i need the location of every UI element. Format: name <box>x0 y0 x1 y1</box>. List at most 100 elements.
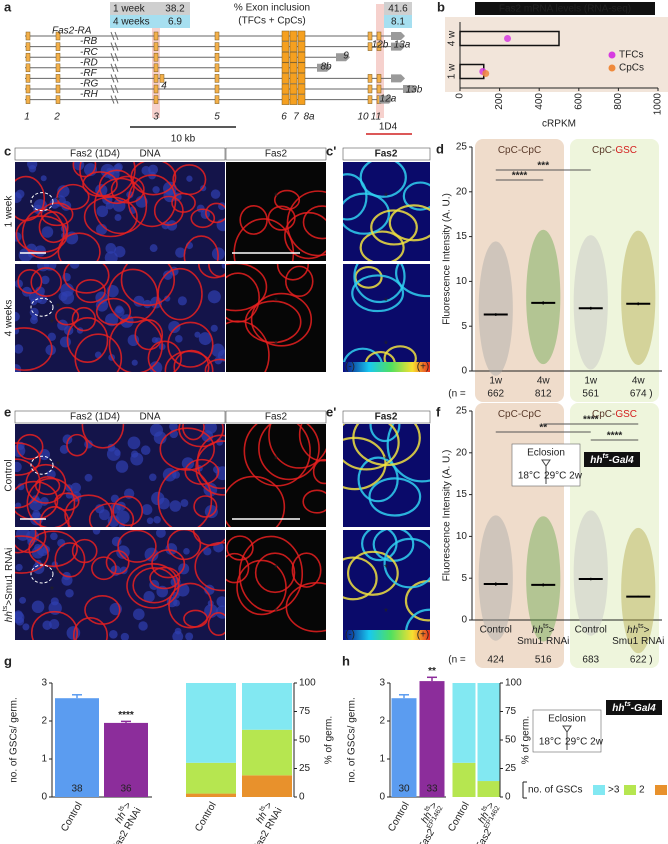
nucleus <box>141 165 151 176</box>
y-tick-label: 10 <box>456 276 468 287</box>
y-axis-title: % of germ. <box>324 716 335 764</box>
inclusion-value: 6.9 <box>168 17 182 28</box>
cell-outline <box>82 171 118 198</box>
micrograph <box>343 424 430 527</box>
cell-outline <box>204 358 225 372</box>
nucleus <box>221 264 225 269</box>
header-box <box>342 147 431 161</box>
cell-outline <box>190 208 216 229</box>
x-tick-label-part: > <box>644 625 650 636</box>
condition-label: 4 weeks <box>113 17 150 28</box>
panel-label: d <box>436 141 444 156</box>
header-box <box>342 410 431 424</box>
legend-swatch <box>624 785 636 795</box>
cell-outline <box>244 300 302 344</box>
cell-outline <box>192 530 225 547</box>
asterisk: * <box>274 607 278 618</box>
cell-outline <box>302 489 326 514</box>
cell-outline <box>39 506 70 527</box>
stain-label: DNA <box>139 149 160 160</box>
nucleus <box>130 450 139 458</box>
cell-outline <box>286 190 326 257</box>
break-mark <box>110 84 115 94</box>
group-label: CpC-CpC <box>498 145 541 156</box>
asterisk: * <box>274 191 278 202</box>
cell-outline <box>91 556 117 581</box>
y-tick-label: 0 <box>461 615 467 626</box>
exon-block <box>297 83 306 95</box>
x-tick-label: 600 <box>573 93 584 110</box>
cell-outline <box>120 264 176 307</box>
nucleus <box>127 436 141 450</box>
distribution-cloud <box>526 229 561 365</box>
exon-block <box>289 62 298 74</box>
inset-event: Eclosion <box>548 714 586 725</box>
exon <box>55 74 61 83</box>
niche-outline <box>30 455 54 475</box>
cell-outline <box>168 582 213 629</box>
x-tick-label: Control <box>193 800 219 833</box>
cell-outline <box>15 535 49 574</box>
nucleus <box>60 290 75 305</box>
cell-outline <box>171 192 196 213</box>
cell-outline <box>15 442 41 476</box>
panel-label: e' <box>326 404 336 419</box>
x-axis-title: cRPKM <box>542 119 576 130</box>
distribution-cloud <box>526 516 561 642</box>
driver-part: -Gal4 <box>631 703 656 714</box>
nucleus <box>114 214 122 221</box>
nucleus <box>132 608 145 621</box>
header-box <box>225 147 327 161</box>
x-tick-label-part: Smu1 RNAi <box>517 636 569 647</box>
cell-outline <box>196 434 225 490</box>
group-label-part: CpC-CpC <box>498 409 541 420</box>
isoform-label: -RH <box>80 89 99 100</box>
exon-block <box>289 30 298 42</box>
exon <box>153 74 159 83</box>
x-tick-label-part: hh <box>254 810 269 826</box>
cell-outline <box>268 424 326 469</box>
exon <box>214 42 220 51</box>
cell-outline <box>226 264 268 312</box>
data-point <box>504 35 512 42</box>
x-tick-label-part: Fas2 <box>473 827 494 844</box>
micrograph <box>15 530 225 640</box>
cell-outline <box>66 433 88 457</box>
nucleus <box>95 299 109 312</box>
inclusion-title: (TFCs + CpCs) <box>238 16 306 27</box>
micrograph <box>226 162 326 261</box>
nucleus <box>50 597 59 606</box>
nucleus <box>143 591 155 603</box>
x-tick-label: 1w <box>584 376 598 387</box>
n-label: (n = <box>448 389 466 400</box>
x-tick-label-part: ts <box>543 623 549 630</box>
y-tick-label: 1 <box>41 754 47 765</box>
nucleus <box>155 530 166 538</box>
exon <box>214 52 220 62</box>
asterisk: * <box>384 607 388 618</box>
inclusion-value: 41.6 <box>388 4 408 15</box>
cell-outline <box>198 264 225 279</box>
x-tick-label: Control <box>386 800 412 833</box>
exon-label: 4 <box>161 81 167 92</box>
y-tick-label: 4 w <box>447 30 458 46</box>
stain-label: Fas2 <box>265 412 288 423</box>
x-tick-label-part: > <box>262 800 275 811</box>
x-tick-label-part: Fas2 RNAi <box>251 806 285 844</box>
exon <box>367 95 373 104</box>
nucleus <box>41 226 54 238</box>
driver-part: hh <box>590 455 602 466</box>
cell-outline <box>71 306 97 332</box>
micrograph <box>15 162 225 261</box>
break-mark <box>114 42 119 51</box>
x-tick-label: 4w <box>632 376 646 387</box>
nucleus <box>175 247 186 258</box>
cell-outline <box>98 169 135 205</box>
asterisk: * <box>56 302 60 313</box>
exon <box>376 42 382 51</box>
terminal-exon <box>336 53 350 62</box>
exon-block <box>281 83 290 95</box>
nucleus <box>151 337 158 344</box>
nucleus <box>92 530 101 535</box>
